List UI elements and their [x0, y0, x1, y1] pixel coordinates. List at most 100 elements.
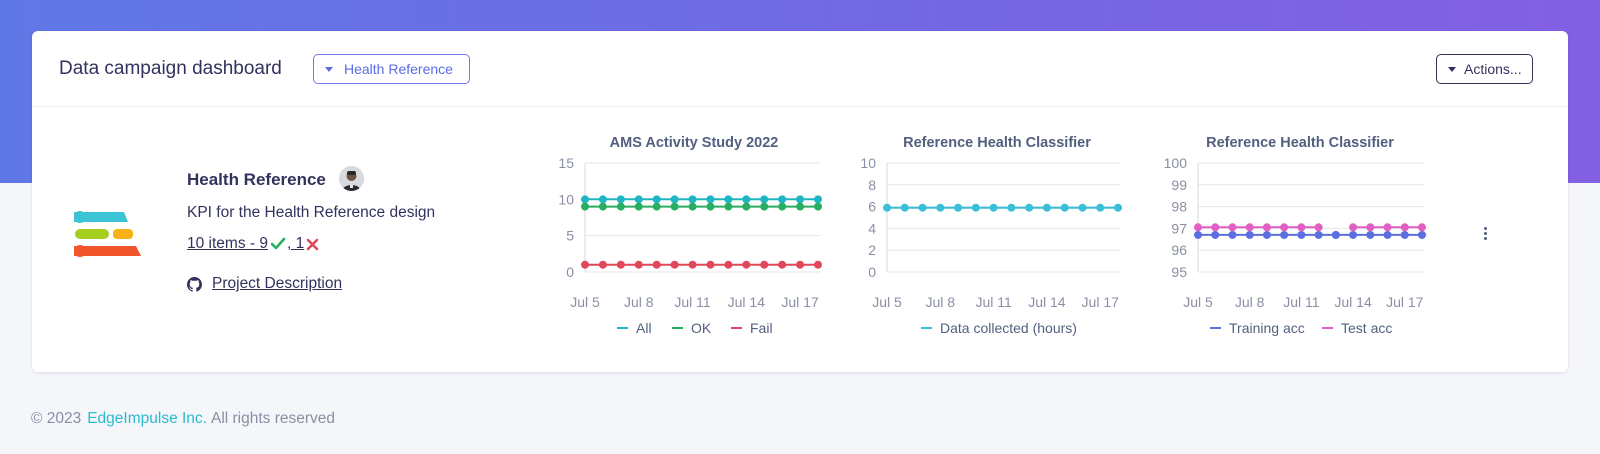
data-point: [814, 260, 822, 269]
data-point: [1194, 223, 1202, 232]
data-point: [616, 195, 625, 204]
data-point: [1228, 230, 1237, 239]
legend-label: All: [636, 320, 652, 336]
data-point: [706, 195, 715, 204]
check-icon: [270, 237, 286, 250]
data-point: [1245, 223, 1254, 232]
data-point: [796, 260, 805, 269]
data-point: [778, 195, 787, 204]
data-point: [1418, 230, 1426, 239]
data-point: [670, 260, 679, 269]
project-name: Health Reference: [187, 170, 326, 189]
x-tick-label: Jul 5: [570, 294, 600, 310]
data-point: [581, 202, 589, 211]
data-point: [1211, 230, 1220, 239]
x-tick-label: Jul 14: [728, 294, 766, 310]
data-point: [598, 260, 607, 269]
chart-title: AMS Activity Study 2022: [610, 135, 779, 151]
project-description-link-row[interactable]: Project Description: [187, 275, 342, 293]
data-point: [706, 260, 715, 269]
x-tick-label: Jul 11: [975, 294, 1012, 310]
data-point: [936, 203, 945, 212]
data-point: [1262, 223, 1271, 232]
data-point: [1096, 203, 1105, 212]
data-point: [883, 203, 891, 212]
data-point: [778, 260, 787, 269]
y-tick-label: 0: [566, 264, 574, 280]
data-point: [634, 202, 643, 211]
y-tick-label: 2: [868, 242, 876, 258]
y-tick-label: 15: [558, 155, 574, 171]
dataset-dropdown-label: Health Reference: [344, 61, 453, 77]
data-point: [688, 195, 697, 204]
data-point: [688, 202, 697, 211]
y-tick-label: 5: [566, 228, 574, 244]
data-point: [1400, 223, 1409, 232]
y-tick-label: 10: [860, 155, 876, 171]
data-point: [706, 202, 715, 211]
items-count-link[interactable]: 10 items - 9: [187, 235, 268, 252]
data-point: [1297, 230, 1306, 239]
legend-label: OK: [691, 320, 712, 336]
cross-icon: [306, 238, 319, 250]
fail-count-link[interactable]: , 1: [286, 235, 305, 252]
footer-brand-link[interactable]: EdgeImpulse Inc.: [87, 410, 207, 427]
dataset-dropdown-button[interactable]: Health Reference: [313, 54, 470, 84]
x-tick-label: Jul 5: [872, 294, 902, 310]
y-tick-label: 10: [558, 191, 574, 207]
data-point: [652, 202, 661, 211]
y-tick-label: 95: [1171, 264, 1187, 280]
data-point: [1211, 223, 1220, 232]
legend-label: Training acc: [1229, 320, 1305, 336]
x-tick-label: Jul 11: [1283, 294, 1320, 310]
x-tick-label: Jul 14: [1028, 294, 1066, 310]
x-tick-label: Jul 11: [674, 294, 711, 310]
y-tick-label: 98: [1171, 199, 1187, 215]
data-point: [1331, 230, 1340, 239]
x-tick-label: Jul 5: [1183, 294, 1213, 310]
data-point: [616, 202, 625, 211]
data-point: [670, 202, 679, 211]
data-point: [1194, 230, 1202, 239]
caret-down-icon: [1448, 66, 1456, 72]
data-point: [652, 260, 661, 269]
y-tick-label: 4: [868, 220, 876, 236]
project-description-link[interactable]: Project Description: [212, 275, 343, 292]
data-point: [742, 195, 751, 204]
data-point: [954, 203, 963, 212]
data-point: [918, 203, 927, 212]
y-tick-label: 6: [868, 199, 876, 215]
project-logo-icon: [74, 211, 141, 257]
data-point: [581, 195, 589, 204]
avatar[interactable]: [339, 166, 364, 191]
x-tick-label: Jul 8: [624, 294, 654, 310]
y-tick-label: 96: [1171, 242, 1187, 258]
data-point: [724, 260, 733, 269]
legend-label: Data collected (hours): [940, 320, 1077, 336]
data-point: [1007, 203, 1016, 212]
x-tick-label: Jul 17: [1386, 294, 1424, 310]
data-point: [760, 195, 769, 204]
data-point: [1366, 230, 1375, 239]
x-tick-label: Jul 17: [1082, 294, 1120, 310]
data-point: [1280, 223, 1289, 232]
actions-dropdown-button[interactable]: Actions...: [1436, 54, 1533, 84]
y-tick-label: 0: [868, 264, 876, 280]
data-point: [1228, 223, 1237, 232]
data-point: [688, 260, 697, 269]
data-point: [814, 195, 822, 204]
x-tick-label: Jul 8: [1235, 294, 1265, 310]
data-point: [1297, 223, 1306, 232]
chart-title: Reference Health Classifier: [1206, 135, 1394, 151]
more-options-icon[interactable]: [1481, 227, 1489, 243]
data-point: [742, 260, 751, 269]
data-point: [652, 195, 661, 204]
data-point: [1042, 203, 1051, 212]
data-point: [760, 260, 769, 269]
data-point: [778, 202, 787, 211]
data-point: [971, 203, 980, 212]
data-point: [1025, 203, 1034, 212]
data-point: [1280, 230, 1289, 239]
